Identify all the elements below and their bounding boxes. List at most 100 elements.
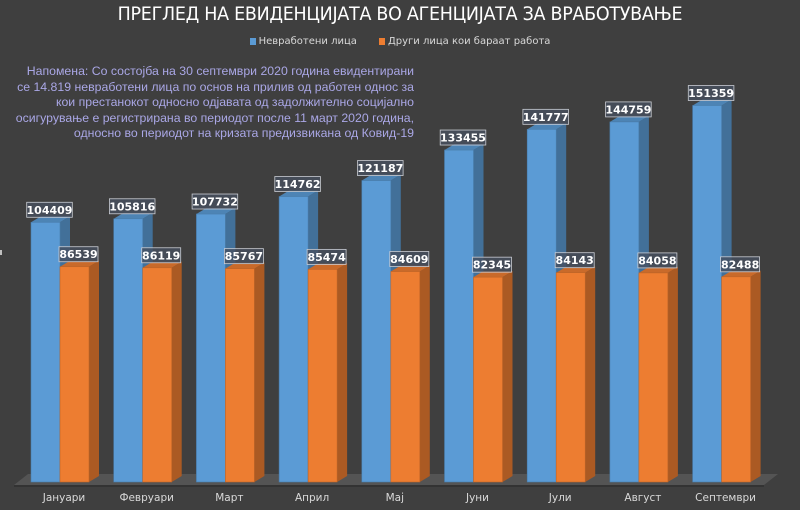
bar-top bbox=[527, 123, 567, 130]
axis-tick-mark bbox=[0, 250, 2, 255]
x-tick-label: Септември bbox=[695, 492, 756, 504]
data-label-box bbox=[472, 256, 512, 273]
data-label-box bbox=[637, 252, 678, 269]
bar-front bbox=[113, 218, 143, 482]
bar-top bbox=[225, 262, 265, 269]
data-label-text: 82488 bbox=[721, 258, 759, 271]
bar-outline bbox=[555, 272, 586, 483]
data-label-box bbox=[223, 248, 264, 265]
x-tick-label: Јануари bbox=[42, 492, 86, 504]
data-label-text: 121187 bbox=[357, 162, 403, 175]
data-label-box bbox=[191, 193, 239, 210]
data-label: 104409 bbox=[26, 201, 73, 218]
data-label: 84058 bbox=[637, 252, 678, 269]
x-tick-label: Јуни bbox=[465, 492, 489, 504]
bar-front bbox=[196, 214, 226, 482]
x-tick-label: Февруари bbox=[119, 492, 174, 504]
data-label-box bbox=[439, 129, 487, 146]
data-label-box bbox=[274, 176, 321, 192]
bar-front bbox=[308, 269, 338, 482]
data-label-box bbox=[720, 256, 760, 273]
data-label-text: 107732 bbox=[192, 196, 238, 209]
bar-front bbox=[527, 129, 557, 482]
bar-front bbox=[279, 196, 309, 482]
data-label-text: 151359 bbox=[688, 87, 734, 100]
legend-item-unemployed[interactable]: Невработени лица bbox=[249, 36, 357, 47]
annotation-line: односно во периодот на кризата предизвик… bbox=[73, 126, 414, 141]
bar-front bbox=[721, 276, 751, 482]
data-label-text: 104409 bbox=[27, 204, 73, 217]
annotation-line: кои престанокот односно одјавата од задо… bbox=[55, 95, 414, 110]
data-label-text: 114762 bbox=[275, 178, 321, 191]
bar-top bbox=[390, 265, 430, 272]
data-label-text: 141777 bbox=[523, 111, 569, 124]
bars bbox=[30, 99, 761, 483]
data-label-text: 86539 bbox=[59, 248, 97, 261]
legend-item-other-jobseekers[interactable]: Други лица кои бараат работа bbox=[378, 36, 550, 47]
bar-other-jobseekers bbox=[473, 271, 513, 483]
bar-top bbox=[31, 216, 70, 223]
bar-top bbox=[721, 270, 761, 277]
bar-side bbox=[171, 261, 182, 482]
bar-front bbox=[638, 272, 668, 482]
data-label-text: 86119 bbox=[142, 249, 180, 262]
bar-front bbox=[142, 267, 172, 482]
bar-top bbox=[279, 190, 319, 197]
data-label: 141777 bbox=[522, 108, 569, 125]
data-label: 121187 bbox=[357, 160, 404, 176]
data-label-box bbox=[306, 248, 347, 265]
data-label-text: 85767 bbox=[225, 250, 263, 263]
annotation-line: Напомена: Со состојба на 30 септември 20… bbox=[26, 64, 414, 78]
data-label-box bbox=[109, 198, 156, 215]
data-label: 86539 bbox=[58, 246, 99, 263]
data-label-box bbox=[58, 246, 99, 263]
bar-outline bbox=[721, 276, 751, 483]
bar-top bbox=[361, 174, 401, 181]
bar-outline bbox=[225, 268, 255, 483]
legend-label-unemployed: Невработени лица bbox=[258, 36, 357, 47]
data-label-text: 105816 bbox=[109, 200, 155, 213]
data-label: 84143 bbox=[554, 252, 595, 269]
bar-top bbox=[473, 271, 513, 278]
bar-other-jobseekers bbox=[59, 260, 99, 483]
legend: Невработени лица Други лица кои бараат р… bbox=[0, 36, 800, 47]
bar-side bbox=[89, 260, 99, 482]
data-label-box bbox=[357, 160, 404, 176]
bar-other-jobseekers bbox=[225, 262, 265, 483]
legend-swatch-unemployed bbox=[249, 38, 256, 45]
bar-front bbox=[473, 277, 503, 482]
bar-top bbox=[113, 212, 153, 219]
annotation-note: Напомена: Со состојба на 30 септември 20… bbox=[10, 64, 414, 142]
data-label-text: 133455 bbox=[440, 132, 486, 145]
bar-side bbox=[254, 262, 265, 482]
bar-side bbox=[750, 270, 761, 482]
bar-top bbox=[444, 144, 484, 151]
bar-front bbox=[609, 121, 639, 482]
data-label: 114762 bbox=[274, 176, 321, 192]
bar-front bbox=[225, 268, 255, 482]
bar-outline bbox=[142, 267, 172, 483]
x-tick-label: Мај bbox=[386, 492, 404, 504]
bar-front bbox=[692, 105, 722, 483]
bar-top bbox=[142, 261, 182, 268]
bar-top bbox=[692, 99, 732, 106]
bar-other-jobseekers bbox=[638, 266, 678, 483]
bar-side bbox=[502, 271, 513, 482]
bar-side bbox=[419, 265, 430, 482]
bar-other-jobseekers bbox=[307, 263, 348, 483]
bar-top bbox=[556, 266, 596, 273]
bar-outline bbox=[638, 272, 669, 483]
bar-top bbox=[308, 263, 348, 270]
bar-front bbox=[556, 272, 586, 482]
bar-outline bbox=[390, 271, 421, 483]
data-label-box bbox=[554, 252, 595, 269]
bar-top bbox=[60, 260, 99, 267]
data-label: 133455 bbox=[439, 129, 487, 146]
x-tick-label: Јули bbox=[548, 492, 572, 504]
x-tick-label: Август bbox=[624, 492, 661, 504]
data-label: 84609 bbox=[389, 251, 430, 267]
data-label: 85474 bbox=[306, 248, 347, 265]
data-label: 107732 bbox=[191, 193, 239, 210]
data-label-box bbox=[687, 85, 735, 101]
